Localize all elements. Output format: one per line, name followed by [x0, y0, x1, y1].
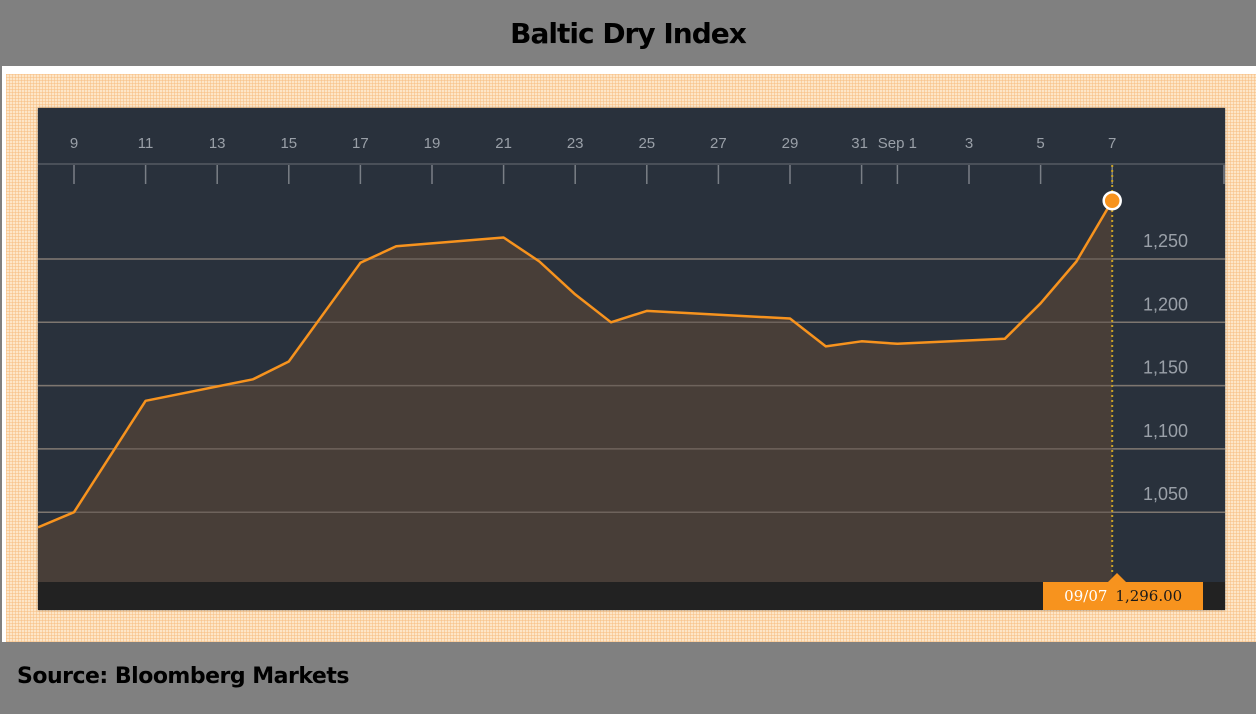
x-tick-label: 23 [567, 135, 584, 152]
area-fill [38, 200, 1113, 583]
x-tick-label: 15 [280, 135, 297, 152]
tooltip-value: 1,296.00 [1115, 587, 1183, 605]
tooltip-date: 09/07 [1064, 587, 1108, 605]
chart-title: Baltic Dry Index [510, 16, 747, 50]
chart-panel: 9 11 13 15 17 19 21 23 25 27 29 31 Sep 1 3 5 7 1,050 1,10… [38, 108, 1225, 610]
x-tick-label: 3 [965, 135, 973, 152]
last-point-marker[interactable] [1102, 191, 1122, 211]
x-tick-label: 31 [851, 135, 868, 152]
x-tick-label: 7 [1108, 135, 1116, 152]
chart-plot: 9 11 13 15 17 19 21 23 25 27 29 31 Sep 1 3 5 7 1,050 1,10… [38, 135, 1225, 610]
bottom-band [38, 582, 1225, 610]
y-tick-label: 1,200 [1143, 294, 1188, 314]
series-line [38, 200, 1114, 529]
value-tooltip: 09/07 1,296.00 [1043, 573, 1204, 610]
x-tick-label: 5 [1036, 135, 1044, 152]
x-tick-label: 21 [495, 135, 512, 152]
y-tick-label: 1,150 [1143, 358, 1188, 378]
x-tick-label: 13 [209, 135, 226, 152]
x-tick-label: 19 [424, 135, 441, 152]
x-tick-label: 25 [638, 135, 655, 152]
x-tick-label: 9 [70, 135, 78, 152]
x-tick-label: 29 [782, 135, 799, 152]
y-tick-label: 1,250 [1143, 231, 1188, 251]
y-tick-label: 1,100 [1143, 421, 1188, 441]
x-tick-label: Sep 1 [878, 135, 917, 152]
y-tick-label: 1,050 [1143, 484, 1188, 504]
source-caption: Source: Bloomberg Markets [17, 664, 349, 689]
x-tick-label: 11 [138, 135, 154, 152]
x-tick-label: 27 [710, 135, 727, 152]
x-tick-label: 17 [352, 135, 369, 152]
